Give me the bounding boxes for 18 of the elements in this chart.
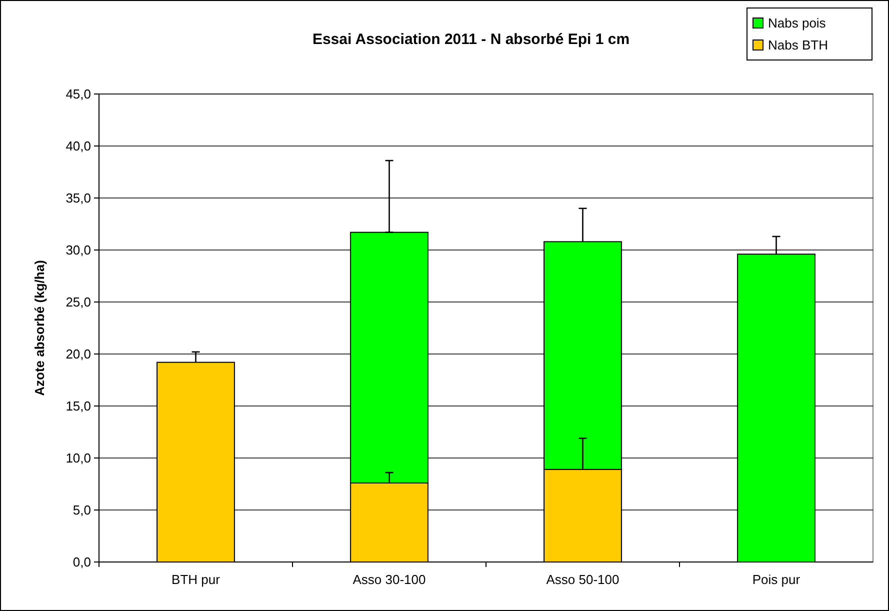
y-axis-title: Azote absorbé (kg/ha) (32, 260, 47, 396)
legend-label: Nabs BTH (768, 38, 828, 53)
chart-title: Essai Association 2011 - N absorbé Epi 1 cm (312, 31, 630, 48)
y-tick-label: 15,0 (66, 398, 91, 414)
y-tick-label: 5,0 (72, 502, 91, 518)
y-tick-label: 45,0 (66, 86, 91, 102)
y-tick-label: 20,0 (66, 346, 91, 362)
legend-label: Nabs pois (768, 16, 826, 31)
y-tick-label: 25,0 (66, 294, 91, 310)
y-tick-label: 10,0 (66, 450, 91, 466)
y-tick-label: 30,0 (66, 242, 91, 258)
x-tick-label: Asso 50-100 (546, 572, 620, 587)
y-tick-label: 35,0 (66, 190, 91, 206)
y-tick-label: 0,0 (72, 554, 91, 570)
x-tick-label: Pois pur (752, 572, 801, 587)
y-tick-label: 40,0 (66, 138, 91, 154)
x-tick-label: BTH pur (172, 572, 221, 587)
x-tick-label: Asso 30-100 (352, 572, 426, 587)
